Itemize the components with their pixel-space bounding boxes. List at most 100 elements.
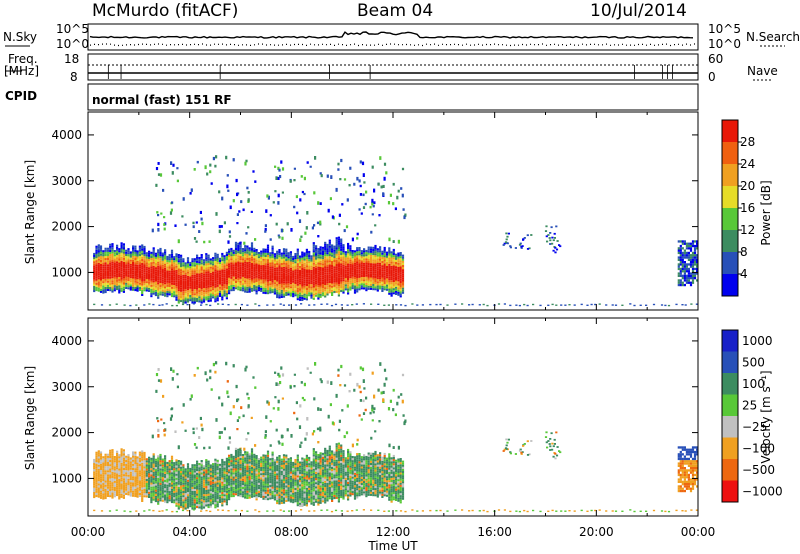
range-gate-cell (241, 287, 244, 290)
range-gate-cell (385, 274, 389, 277)
range-gate-cell (232, 270, 235, 273)
range-gate-cell (168, 287, 171, 290)
range-gate-cell (308, 255, 311, 258)
range-gate-cell (218, 488, 222, 491)
range-gate-cell (141, 265, 144, 268)
range-gate-cell (244, 276, 247, 279)
range-gate-cell (693, 247, 697, 250)
range-gate-cell (93, 491, 96, 494)
range-gate-cell (681, 263, 684, 266)
range-gate-cell (141, 275, 144, 278)
range-gate-cell (113, 456, 116, 459)
range-gate-cell (399, 293, 402, 296)
range-gate-cell (148, 471, 151, 474)
range-gate-cell (157, 484, 160, 487)
range-gate-cell (221, 292, 224, 295)
range-gate-cell (161, 479, 164, 482)
range-gate-cell (120, 456, 123, 459)
range-gate-cell (250, 244, 254, 247)
range-gate-cell (200, 293, 203, 296)
range-gate-cell (207, 260, 210, 263)
range-gate-cell (132, 247, 135, 250)
range-gate-cell (102, 483, 105, 486)
range-gate-cell (308, 263, 311, 266)
range-gate-cell (257, 266, 260, 269)
range-gate-cell (353, 273, 357, 276)
range-gate-cell (254, 180, 257, 183)
range-gate-cell (152, 247, 155, 250)
range-gate-cell (287, 274, 290, 277)
range-gate-cell (280, 260, 283, 263)
range-gate-cell (97, 256, 100, 259)
range-gate-cell (127, 287, 130, 290)
range-gate-cell (202, 271, 206, 274)
range-gate-cell (152, 467, 155, 470)
range-gate-cell (696, 265, 699, 268)
range-gate-cell (395, 253, 398, 256)
range-gate-cell (228, 290, 231, 293)
range-gate-cell (223, 292, 226, 295)
range-gate-cell (118, 493, 121, 496)
range-gate-cell (347, 269, 350, 272)
range-gate-cell (198, 294, 201, 297)
range-gate-cell (170, 260, 174, 263)
range-gate-cell (230, 260, 233, 263)
range-gate-cell (280, 293, 283, 296)
range-gate-cell (689, 254, 693, 257)
range-gate-cell (232, 480, 235, 483)
range-gate-cell (106, 286, 109, 289)
range-gate-cell (299, 259, 302, 262)
range-gate-cell (161, 289, 164, 292)
range-gate-cell (184, 486, 187, 489)
range-gate-cell (337, 271, 340, 274)
range-gate-cell (202, 267, 206, 270)
range-gate-cell (177, 262, 180, 265)
range-gate-cell (310, 269, 313, 272)
range-gate-cell (369, 250, 373, 253)
range-gate-cell (189, 299, 192, 302)
range-gate-cell (264, 250, 267, 253)
range-gate-cell (218, 494, 222, 497)
range-gate-cell (374, 244, 377, 247)
range-gate-cell (95, 488, 98, 491)
range-gate-cell (198, 273, 201, 276)
range-gate-cell (202, 469, 206, 472)
range-gate-cell (186, 475, 190, 478)
range-gate-cell (324, 245, 327, 248)
range-gate-cell (280, 283, 283, 286)
range-gate-cell (97, 258, 100, 261)
range-gate-cell (321, 269, 324, 272)
range-gate-cell (141, 291, 144, 294)
range-gate-cell (234, 252, 238, 255)
range-gate-cell (260, 252, 263, 255)
range-gate-cell (254, 238, 257, 241)
range-gate-cell (395, 304, 398, 306)
range-gate-cell (289, 265, 292, 268)
range-gate-cell (129, 494, 132, 497)
range-gate-cell (292, 264, 295, 267)
range-gate-cell (395, 264, 398, 267)
range-gate-cell (132, 270, 135, 273)
range-gate-cell (633, 304, 636, 307)
range-gate-cell (421, 304, 424, 306)
range-gate-cell (289, 290, 292, 293)
range-gate-cell (177, 272, 180, 275)
range-gate-cell (132, 455, 135, 458)
range-gate-cell (109, 268, 112, 271)
range-gate-cell (95, 490, 98, 493)
range-gate-cell (305, 255, 308, 258)
range-gate-cell (312, 297, 315, 300)
range-gate-cell (216, 492, 219, 495)
range-gate-cell (253, 252, 256, 255)
range-gate-cell (116, 263, 119, 266)
range-gate-cell (154, 483, 157, 486)
range-gate-cell (356, 267, 359, 270)
range-gate-cell (367, 248, 370, 251)
range-gate-cell (175, 504, 178, 507)
range-gate-cell (237, 242, 240, 245)
range-gate-cell (507, 232, 510, 235)
range-gate-cell (225, 270, 228, 273)
range-gate-cell (125, 280, 128, 283)
range-gate-cell (122, 455, 125, 458)
range-gate-cell (687, 270, 690, 273)
